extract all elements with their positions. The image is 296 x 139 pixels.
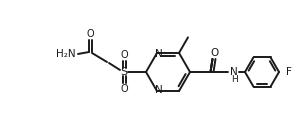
- Text: O: O: [120, 84, 128, 94]
- Text: H: H: [231, 75, 237, 84]
- Text: N: N: [230, 67, 238, 77]
- Text: O: O: [210, 48, 218, 58]
- Text: S: S: [120, 67, 128, 77]
- Text: N: N: [155, 49, 163, 59]
- Text: F: F: [286, 67, 292, 77]
- Text: O: O: [86, 29, 94, 39]
- Text: O: O: [120, 50, 128, 60]
- Text: H₂N: H₂N: [56, 49, 76, 59]
- Text: N: N: [155, 85, 163, 95]
